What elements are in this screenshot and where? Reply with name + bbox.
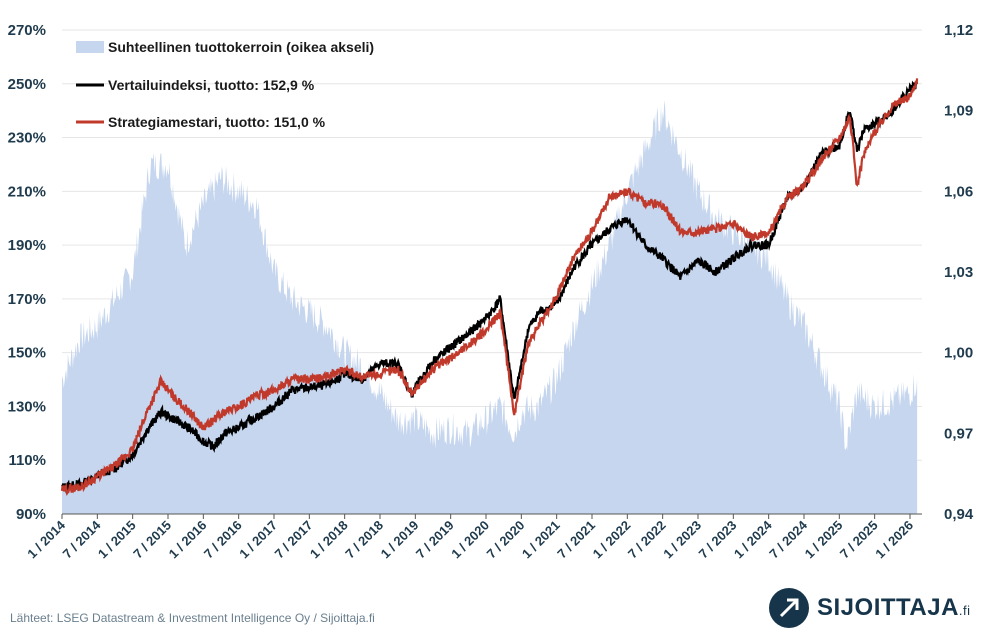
left-y-axis: 90% 110% 130% 150% 170% 190% 210% 230% 250% 270%: [8, 22, 46, 523]
right-tick-label: 0,97: [944, 425, 973, 442]
x-tick-label: 7 / 2022: [625, 518, 669, 562]
left-tick-label: 170%: [8, 291, 46, 308]
relative-return-area: [62, 100, 918, 514]
right-tick-label: 1,12: [944, 22, 973, 39]
x-tick-label: 1 / 2021: [519, 518, 563, 562]
right-tick-label: 1,09: [944, 103, 973, 120]
left-tick-label: 230%: [8, 130, 46, 147]
left-tick-label: 190%: [8, 237, 46, 254]
strategy-line: [60, 78, 919, 497]
x-tick-label: 1 / 2014: [24, 517, 68, 561]
right-tick-label: 1,06: [944, 183, 973, 200]
chart: 90%110%130%150%170%190%210%230%250%270% …: [8, 22, 974, 561]
x-tick-label: 1 / 2020: [448, 518, 492, 562]
x-tick-label: 7 / 2025: [837, 518, 881, 562]
left-tick-label: 110%: [8, 452, 46, 469]
x-tick-label: 7 / 2024: [766, 517, 810, 561]
brand-name: SIJOITTAJA.fi: [817, 594, 971, 621]
left-tick-label: 270%: [8, 22, 46, 39]
right-tick-label: 1,03: [944, 264, 973, 281]
left-tick-label: 250%: [8, 76, 46, 93]
x-tick-label: 1 / 2016: [166, 518, 210, 562]
x-tick-label: 1 / 2018: [307, 518, 351, 562]
legend-label-benchmark: Vertailuindeksi, tuotto: 152,9 %: [108, 77, 315, 93]
x-tick-label: 7 / 2017: [272, 518, 316, 562]
x-tick-label: 7 / 2021: [554, 518, 598, 562]
legend: Suhteellinen tuottokerroin (oikea akseli…: [76, 39, 374, 130]
legend-item-benchmark: Vertailuindeksi, tuotto: 152,9 %: [76, 77, 315, 93]
x-tick-label: 7 / 2019: [413, 518, 457, 562]
right-y-axis: 0,94 0,97 1,00 1,03 1,06 1,09 1,12: [944, 22, 974, 523]
brand-logo: SIJOITTAJA.fi: [769, 586, 971, 630]
left-tick-label: 150%: [8, 345, 46, 362]
x-tick-label: 1 / 2025: [802, 518, 846, 562]
x-tick-label: 1 / 2017: [236, 518, 280, 562]
left-tick-label: 210%: [8, 183, 46, 200]
x-tick-label: 7 / 2016: [201, 518, 245, 562]
x-tick-label: 7 / 2018: [342, 518, 386, 562]
x-tick-label: 7 / 2020: [484, 518, 528, 562]
trend-arrow-icon: [769, 588, 809, 628]
legend-item-strategy: Strategiamestari, tuotto: 151,0 %: [76, 114, 326, 130]
left-tick-label: 90%: [16, 506, 46, 523]
x-tick-label: 1 / 2015: [95, 518, 139, 562]
benchmark-line: [61, 78, 919, 495]
x-tick-label: 7 / 2015: [130, 518, 174, 562]
legend-label-area: Suhteellinen tuottokerroin (oikea akseli…: [108, 39, 374, 55]
x-tick-label: 1 / 2026: [872, 518, 916, 562]
legend-label-strategy: Strategiamestari, tuotto: 151,0 %: [108, 114, 326, 130]
x-tick-label: 7 / 2023: [696, 518, 740, 562]
x-tick-label: 1 / 2023: [660, 518, 704, 562]
source-note: Lähteet: LSEG Datastream & Investment In…: [10, 611, 375, 625]
legend-item-area: Suhteellinen tuottokerroin (oikea akseli…: [76, 39, 374, 55]
x-tick-label: 1 / 2022: [590, 518, 634, 562]
right-tick-label: 1,00: [944, 345, 973, 362]
x-tick-label: 1 / 2019: [378, 518, 422, 562]
legend-swatch-area: [76, 41, 104, 53]
right-tick-label: 0,94: [944, 506, 974, 523]
left-tick-label: 130%: [8, 398, 46, 415]
x-tick-label: 1 / 2024: [731, 517, 775, 561]
x-tick-label: 7 / 2014: [60, 517, 104, 561]
